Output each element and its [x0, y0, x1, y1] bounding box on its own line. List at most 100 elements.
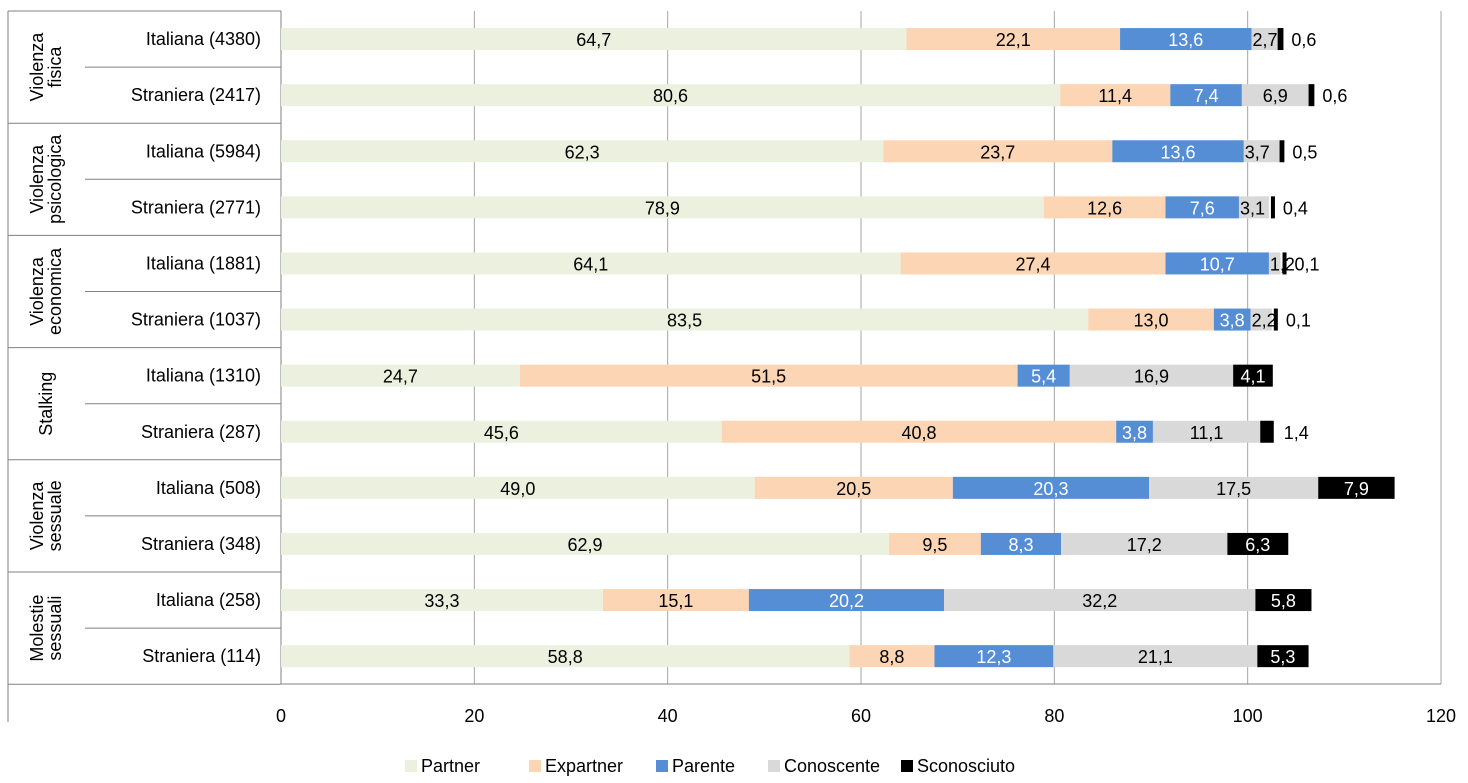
bar-segment-expartner — [849, 645, 935, 668]
data-label: 78,9 — [645, 198, 680, 218]
bar-segment-parente — [1165, 252, 1269, 275]
legend-label: Parente — [672, 756, 735, 776]
bar-segment-conoscente — [1149, 476, 1319, 499]
bar-segment-parente — [934, 645, 1054, 668]
category-label: Straniera (348) — [141, 534, 261, 554]
data-label: 1,2 — [1270, 254, 1295, 274]
data-label: 58,8 — [548, 647, 583, 667]
data-label: 2,7 — [1253, 30, 1278, 50]
data-label: 62,9 — [567, 535, 602, 555]
x-tick-labels: 0 20 40 60 80 100 120 — [276, 706, 1456, 726]
group-label: Stalking — [36, 372, 56, 436]
bar-segment-partner — [281, 532, 890, 555]
data-label: 17,5 — [1216, 479, 1251, 499]
data-label: 12,6 — [1087, 198, 1122, 218]
bar-segment-parente — [980, 532, 1062, 555]
data-label: 7,6 — [1190, 198, 1215, 218]
bar-segment-expartner — [883, 140, 1113, 163]
data-label: 16,9 — [1134, 367, 1169, 387]
bar-segment-expartner — [900, 252, 1166, 275]
data-label: 17,2 — [1127, 535, 1162, 555]
bar-segment-conoscente — [1243, 140, 1280, 163]
data-label: 27,4 — [1016, 254, 1051, 274]
data-label: 6,9 — [1263, 86, 1288, 106]
bar-segment-sconosciuto — [1308, 84, 1315, 107]
bar-segment-sconosciuto — [1273, 308, 1278, 331]
bar-segment-sconosciuto — [1257, 645, 1309, 668]
bar-segment-partner — [281, 589, 603, 612]
category-axis-structure: ViolenzafisicaViolenzapsicologicaViolenz… — [7, 10, 281, 722]
bar-segment-expartner — [519, 364, 1018, 387]
bar-segment-parente — [1165, 196, 1239, 219]
legend-swatch-expartner — [529, 760, 541, 772]
group-label: fisica — [45, 46, 65, 88]
x-tick-label: 120 — [1426, 706, 1456, 726]
data-label: 3,8 — [1220, 311, 1245, 331]
bar-segment-sconosciuto — [1282, 252, 1287, 275]
bar-segment-sconosciuto — [1318, 476, 1395, 499]
category-label: Italiana (508) — [156, 478, 261, 498]
data-label: 0,5 — [1292, 142, 1317, 162]
group-label: Violenza — [27, 32, 47, 102]
data-label: 1,4 — [1284, 423, 1309, 443]
legend: Partner Expartner Parente Conoscente Sconosc… — [405, 756, 1015, 776]
data-label: 7,4 — [1194, 86, 1219, 106]
data-label: 13,0 — [1133, 311, 1168, 331]
bar-segment-partner — [281, 140, 884, 163]
bar-segment-partner — [281, 84, 1061, 107]
bar-segment-partner — [281, 364, 520, 387]
bar-segment-partner — [281, 252, 901, 275]
group-label: economica — [45, 247, 65, 335]
category-label: Italiana (4380) — [146, 29, 261, 49]
data-label: 40,8 — [901, 423, 936, 443]
bar-segment-parente — [1170, 84, 1242, 107]
gridlines — [473, 11, 1442, 684]
data-label: 3,7 — [1245, 142, 1270, 162]
category-label: Straniera (1037) — [131, 310, 261, 330]
data-label: 83,5 — [667, 311, 702, 331]
bar-segment-conoscente — [1152, 420, 1261, 443]
data-label: 22,1 — [996, 30, 1031, 50]
bar-segment-parente — [1213, 308, 1251, 331]
legend-label: Expartner — [545, 756, 623, 776]
data-label: 62,3 — [565, 142, 600, 162]
bar-segment-conoscente — [944, 589, 1256, 612]
data-label: 3,1 — [1240, 198, 1265, 218]
bar-segment-expartner — [602, 589, 749, 612]
data-label: 0,4 — [1283, 198, 1308, 218]
bar-segment-expartner — [1088, 308, 1214, 331]
bar-segment-expartner — [889, 532, 981, 555]
bar-segment-parente — [1017, 364, 1070, 387]
bar-segment-expartner — [906, 28, 1121, 51]
legend-swatch-partner — [405, 760, 417, 772]
bar-segment-sconosciuto — [1277, 28, 1284, 51]
x-tick-label: 60 — [851, 706, 871, 726]
data-label: 20,5 — [836, 479, 871, 499]
bar-segment-sconosciuto — [1270, 196, 1275, 219]
bar-segment-partner — [281, 196, 1044, 219]
data-label: 8,3 — [1008, 535, 1033, 555]
bar-segment-expartner — [754, 476, 953, 499]
x-tick-label: 80 — [1044, 706, 1064, 726]
data-label: 2,2 — [1252, 311, 1277, 331]
bar-segment-conoscente — [1069, 364, 1234, 387]
category-label: Straniera (287) — [141, 422, 261, 442]
bar-segment-sconosciuto — [1255, 589, 1312, 612]
bar-segment-sconosciuto — [1233, 364, 1273, 387]
category-label: Straniera (2771) — [131, 197, 261, 217]
group-label: Violenza — [27, 144, 47, 214]
legend-label: Partner — [421, 756, 480, 776]
data-label: 5,8 — [1271, 591, 1296, 611]
bar-segment-partner — [281, 476, 755, 499]
data-label: 0,1 — [1286, 311, 1311, 331]
data-label: 51,5 — [751, 367, 786, 387]
bar-segment-partner — [281, 645, 850, 668]
data-label: 7,9 — [1344, 479, 1369, 499]
data-label: 13,6 — [1161, 142, 1196, 162]
bar-segment-conoscente — [1238, 196, 1269, 219]
data-label: 23,7 — [980, 142, 1015, 162]
x-tick-label: 40 — [658, 706, 678, 726]
data-label: 20,3 — [1033, 479, 1068, 499]
data-label: 80,6 — [653, 86, 688, 106]
